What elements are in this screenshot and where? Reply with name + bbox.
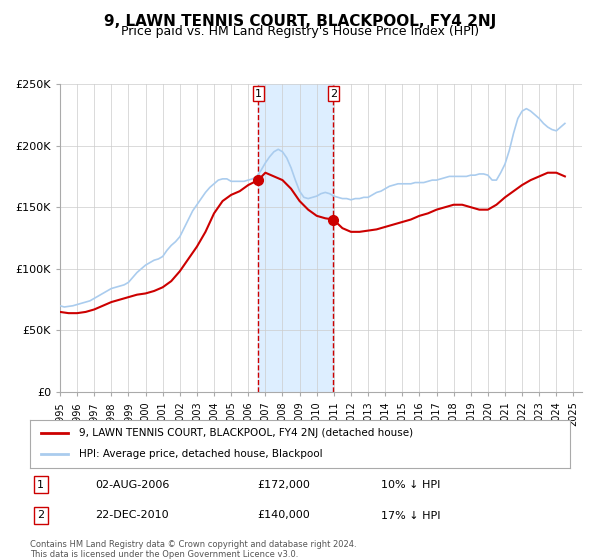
Text: 1: 1 <box>255 88 262 99</box>
Text: 2: 2 <box>330 88 337 99</box>
Text: 22-DEC-2010: 22-DEC-2010 <box>95 511 169 520</box>
Bar <box>258 84 334 392</box>
Text: HPI: Average price, detached house, Blackpool: HPI: Average price, detached house, Blac… <box>79 449 322 459</box>
Text: 02-AUG-2006: 02-AUG-2006 <box>95 479 169 489</box>
Text: 10% ↓ HPI: 10% ↓ HPI <box>381 479 440 489</box>
Text: This data is licensed under the Open Government Licence v3.0.: This data is licensed under the Open Gov… <box>30 550 298 559</box>
Text: 9, LAWN TENNIS COURT, BLACKPOOL, FY4 2NJ: 9, LAWN TENNIS COURT, BLACKPOOL, FY4 2NJ <box>104 14 496 29</box>
Text: 2: 2 <box>37 511 44 520</box>
Text: Price paid vs. HM Land Registry's House Price Index (HPI): Price paid vs. HM Land Registry's House … <box>121 25 479 38</box>
Text: 17% ↓ HPI: 17% ↓ HPI <box>381 511 440 520</box>
Text: £140,000: £140,000 <box>257 511 310 520</box>
Text: 1: 1 <box>37 479 44 489</box>
Text: £172,000: £172,000 <box>257 479 310 489</box>
Text: 9, LAWN TENNIS COURT, BLACKPOOL, FY4 2NJ (detached house): 9, LAWN TENNIS COURT, BLACKPOOL, FY4 2NJ… <box>79 428 413 438</box>
Text: Contains HM Land Registry data © Crown copyright and database right 2024.: Contains HM Land Registry data © Crown c… <box>30 540 356 549</box>
